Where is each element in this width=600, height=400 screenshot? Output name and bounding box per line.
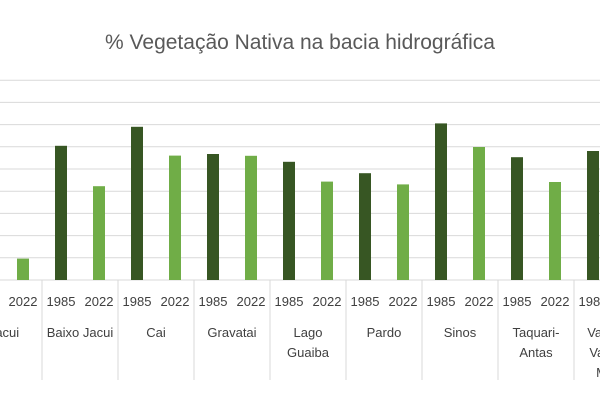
x-tick-label: 2022	[85, 294, 114, 309]
category-label: Antas	[519, 345, 553, 360]
bar-1985	[207, 154, 219, 280]
category-label: Gravatai	[207, 325, 256, 340]
category-label: Cai	[146, 325, 166, 340]
x-tick-label: 2022	[9, 294, 38, 309]
x-tick-label: 1985	[503, 294, 532, 309]
bar-1985	[587, 151, 599, 280]
x-tick-label: 1985	[199, 294, 228, 309]
category-label: Taquari-	[513, 325, 560, 340]
x-tick-label: 1985	[579, 294, 600, 309]
bar-1985	[511, 157, 523, 280]
bar-2022	[17, 258, 29, 280]
x-tick-label: 1985	[123, 294, 152, 309]
category-label: Sinos	[444, 325, 477, 340]
category-label: Pardo	[367, 325, 402, 340]
category-label: Mirim	[596, 365, 600, 380]
category-label: Vacacai-	[587, 325, 600, 340]
x-tick-label: 2022	[313, 294, 342, 309]
bar-2022	[169, 155, 181, 280]
bar-2022	[549, 182, 561, 280]
x-tick-label: 2022	[389, 294, 418, 309]
x-tick-label: 2022	[465, 294, 494, 309]
category-label: Baixo Jacui	[47, 325, 114, 340]
x-tick-label: 2022	[161, 294, 190, 309]
category-label: Vacacai	[589, 345, 600, 360]
x-tick-label: 1985	[47, 294, 76, 309]
bar-1985	[283, 161, 295, 280]
bar-2022	[397, 184, 409, 280]
x-tick-label: 2022	[541, 294, 570, 309]
x-tick-label: 1985	[351, 294, 380, 309]
category-label: Guaiba	[287, 345, 330, 360]
bar-2022	[245, 155, 257, 280]
x-tick-label: 2022	[237, 294, 266, 309]
bar-2022	[473, 147, 485, 280]
bar-2022	[93, 186, 105, 280]
bar-1985	[359, 173, 371, 280]
x-tick-label: 1985	[427, 294, 456, 309]
chart-title: % Vegetação Nativa na bacia hidrográfica	[105, 31, 495, 54]
category-label: Jacui	[0, 325, 19, 340]
x-tick-label: 1985	[275, 294, 304, 309]
bar-1985	[131, 126, 143, 280]
bar-1985	[435, 123, 447, 281]
bar-2022	[321, 181, 333, 280]
category-label: Lago	[294, 325, 323, 340]
bar-1985	[55, 145, 67, 280]
